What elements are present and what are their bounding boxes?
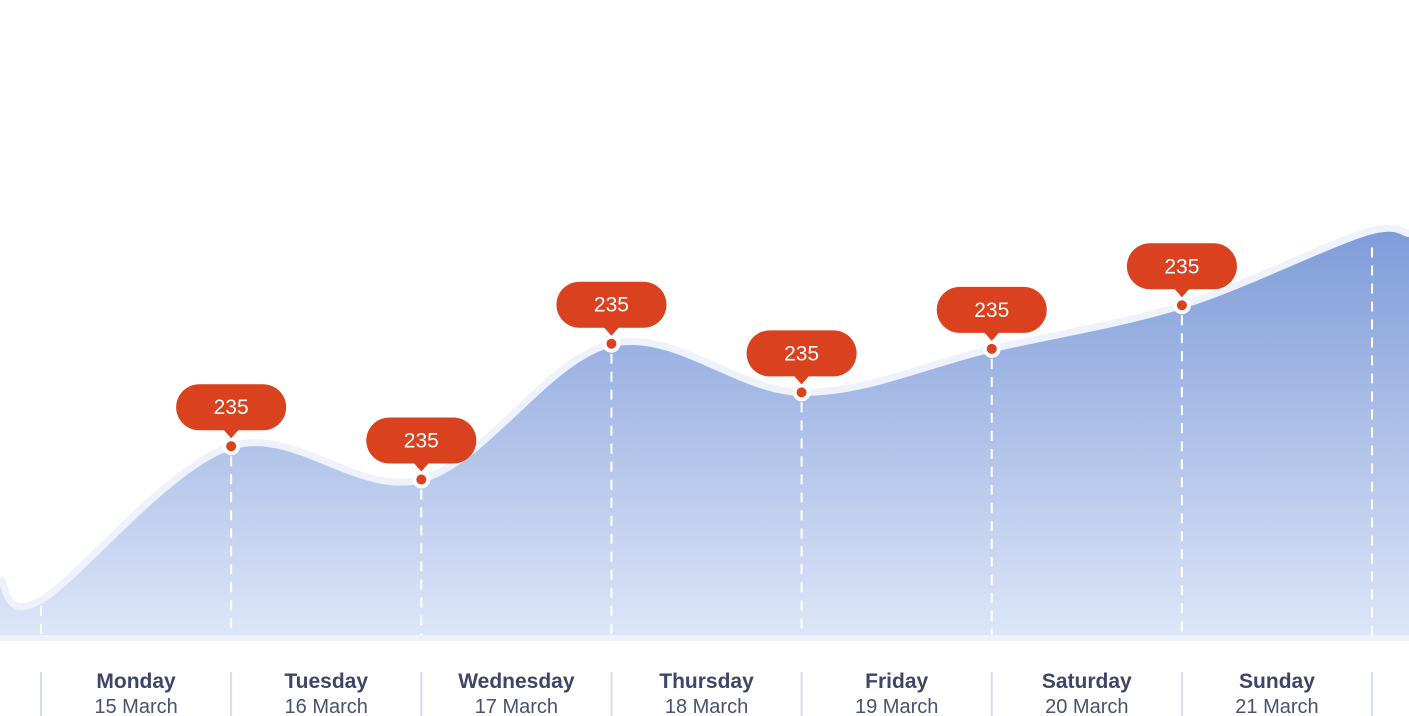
marker-dot — [606, 338, 617, 349]
area-baseline — [0, 635, 1409, 641]
data-label: 235 — [1164, 255, 1199, 278]
value-bubble — [366, 417, 477, 464]
value-bubble — [176, 384, 287, 431]
bubble-pointer — [983, 331, 1000, 341]
bubble-pointer — [793, 375, 810, 385]
data-label: 235 — [404, 430, 439, 453]
data-marker-5[interactable]: 235 — [936, 286, 1047, 358]
data-marker-4[interactable]: 235 — [746, 330, 857, 402]
tick-date-label: 15 March — [94, 696, 177, 716]
marker-dot — [416, 474, 427, 485]
bubble-pointer — [1173, 288, 1190, 298]
tick-day-label: Tuesday — [284, 670, 368, 693]
bubble-pointer — [223, 429, 240, 439]
data-marker-6[interactable]: 235 — [1126, 243, 1237, 315]
value-bubble — [936, 286, 1047, 333]
marker-layer: 235 235 235 235 235 235 — [176, 243, 1237, 489]
x-tick-3: Wednesday 17 March — [458, 670, 575, 716]
data-marker-2[interactable]: 235 — [366, 417, 477, 489]
data-label: 235 — [214, 396, 249, 419]
data-marker-1[interactable]: 235 — [176, 384, 287, 456]
data-label: 235 — [594, 294, 629, 317]
data-marker-3[interactable]: 235 — [556, 281, 667, 353]
marker-dot — [796, 387, 807, 398]
tick-date-label: 21 March — [1235, 696, 1318, 716]
data-label: 235 — [974, 299, 1009, 322]
tick-day-label: Friday — [865, 670, 928, 693]
tick-date-label: 20 March — [1045, 696, 1128, 716]
value-bubble — [556, 281, 667, 328]
tick-day-label: Wednesday — [458, 670, 575, 693]
bubble-pointer — [603, 326, 620, 336]
tick-date-label: 16 March — [285, 696, 368, 716]
tick-day-label: Sunday — [1239, 670, 1315, 693]
x-tick-1: Monday 15 March — [94, 670, 177, 716]
area-layer — [0, 224, 1409, 641]
tick-day-label: Monday — [96, 670, 176, 693]
tick-date-label: 18 March — [665, 696, 748, 716]
area-outline — [0, 224, 1409, 610]
bubble-pointer — [413, 462, 430, 472]
x-tick-4: Thursday 18 March — [659, 670, 754, 716]
tick-day-label: Saturday — [1042, 670, 1132, 693]
grid-layer — [40, 247, 1374, 635]
data-label: 235 — [784, 342, 819, 365]
x-tick-6: Saturday 20 March — [1042, 670, 1132, 716]
value-bubble — [746, 330, 857, 377]
tick-day-label: Thursday — [659, 670, 754, 693]
x-tick-2: Tuesday 16 March — [284, 670, 368, 716]
marker-dot — [226, 441, 237, 452]
tick-date-label: 19 March — [855, 696, 938, 716]
marker-dot — [986, 343, 997, 354]
value-bubble — [1126, 243, 1237, 290]
x-tick-5: Friday 19 March — [855, 670, 938, 716]
tick-date-label: 17 March — [475, 696, 558, 716]
area-fill — [0, 228, 1409, 635]
marker-dot — [1176, 300, 1187, 311]
x-tick-7: Sunday 21 March — [1235, 670, 1318, 716]
x-axis: Monday 15 March Tuesday 16 March Wednesday 17… — [40, 670, 1374, 716]
